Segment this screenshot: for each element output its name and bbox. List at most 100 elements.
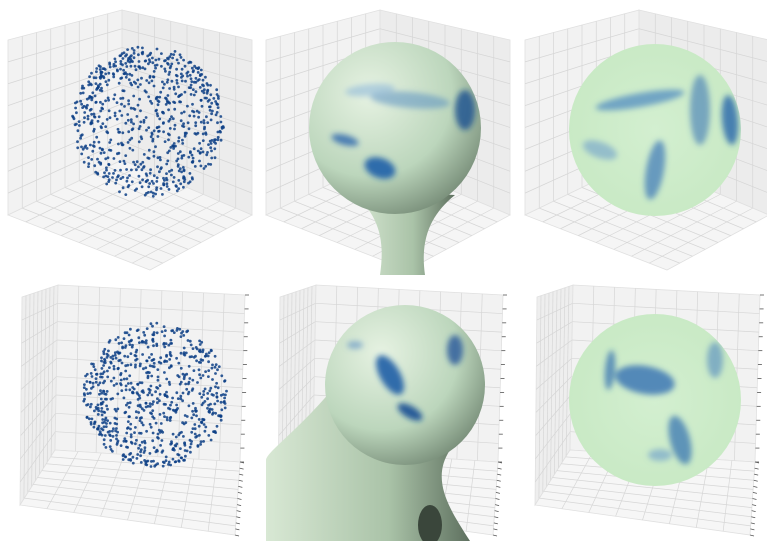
scatter-point [102,442,106,446]
scatter-point [192,93,196,97]
scatter-point [112,157,116,160]
scatter-point [175,81,179,85]
scatter-point [88,75,91,79]
grid-line [75,286,80,452]
scatter-point [124,388,128,392]
scatter-point [111,354,115,358]
scatter-point [117,359,121,362]
scatter-point [107,78,111,82]
scatter-point [208,108,212,112]
scatter-point [98,75,102,79]
scatter-point [140,168,144,172]
scatter-point [198,433,201,437]
scatter-point [138,394,141,397]
grid-line [177,291,184,459]
scatter-point [156,156,160,160]
scatter-point [121,143,125,147]
scatter-point [182,435,185,438]
scatter-point [167,119,171,123]
scatter-point [149,425,153,429]
surface-6 [569,314,741,486]
grid-line [136,289,142,456]
scatter-point [159,356,163,360]
scatter-point [170,329,174,333]
scatter-point [127,130,131,134]
scatter-point [174,144,177,148]
scatter-point [101,400,105,404]
scatter-point [102,151,106,155]
scatter-point [135,160,139,164]
scatter-point [101,418,105,421]
scatter-point [129,327,132,331]
texture [582,75,739,200]
tick-mark [754,467,759,470]
scatter-point [114,60,117,64]
scatter-point [103,361,107,365]
scatter-point [182,122,186,125]
scatter-point [116,407,120,411]
grid-line [557,288,562,469]
scatter-point [103,347,107,351]
scatter-point [152,150,156,154]
scatter-point [161,430,165,434]
scatter-point [118,109,122,113]
scatter-point [179,366,183,370]
scatter-point [219,120,223,124]
scatter-point [149,190,153,194]
scatter-point [190,430,194,434]
scatter-point [221,125,225,128]
scatter-point [146,376,150,380]
tick-mark [493,522,498,525]
scatter-point [121,458,125,461]
scatter-point [97,115,101,119]
scatter-point [213,402,217,406]
scatter-point [210,112,214,116]
blob [595,89,685,111]
texture [331,83,475,179]
scatter-point [196,381,199,384]
scatter-point [202,121,206,125]
scatter-point [150,359,154,362]
scatter-point [177,85,180,89]
scatter-point [190,389,194,392]
scatter-point [105,118,109,121]
scatter-point [154,390,158,394]
scatter-point [108,148,111,152]
scatter-point [150,353,154,356]
scatter-point [195,347,199,351]
tick-mark [238,485,243,488]
scatter-point [182,185,185,189]
scatter-point [185,449,189,453]
scatter-point [198,343,202,346]
scatter-point [95,70,98,74]
scatter-point [129,64,133,68]
scatter-point [94,170,98,174]
scatter-point [129,57,132,61]
scatter-point [155,342,159,346]
scatter-point [99,162,103,166]
scatter-point [93,368,97,372]
grid-line [7,84,123,128]
grid-line [27,294,31,493]
scatter-point [166,62,170,66]
scatter-point [201,132,205,136]
scatter-point [198,392,202,395]
scatter-point [108,434,112,437]
scatter-point [159,90,163,94]
scatter-point [163,345,167,349]
scatter-point [134,68,138,72]
scatter-point [98,430,102,433]
scatter-point [193,132,197,135]
scatter-point [87,156,90,160]
scatter-point [204,164,208,168]
scatter-point [132,51,136,55]
scatter-point [86,403,90,406]
scatter-point [206,406,209,410]
scatter-point [162,411,166,415]
scatter-point [126,446,129,449]
scatter-point [195,414,198,418]
scatter-point [223,379,227,383]
grid-line [116,288,121,455]
scatter-point [139,162,143,166]
scatter-point [102,438,106,442]
